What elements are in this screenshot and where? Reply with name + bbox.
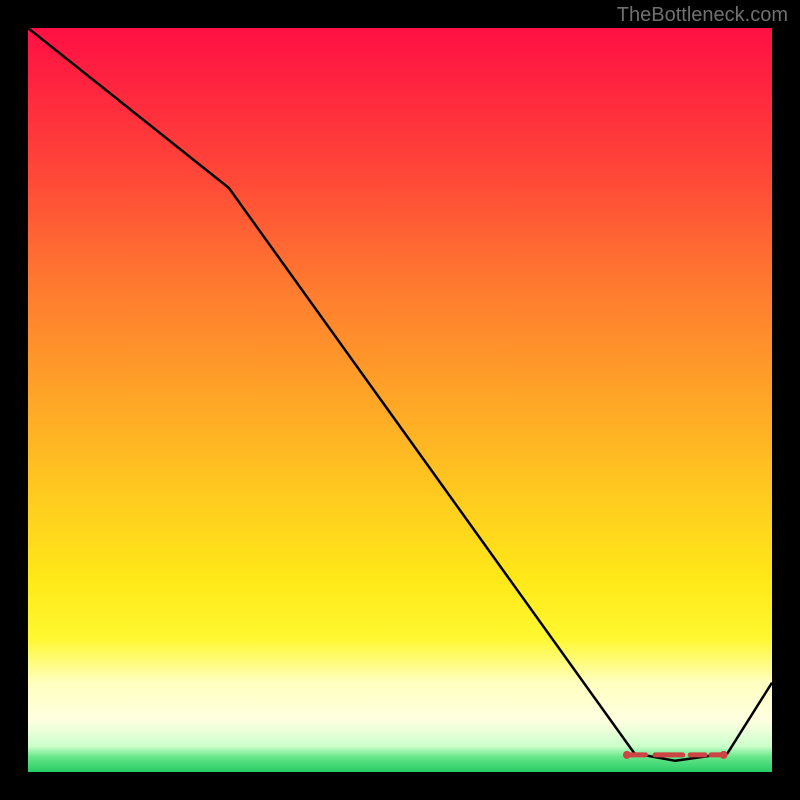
bottleneck-curve bbox=[28, 28, 772, 761]
plot-area bbox=[28, 28, 772, 772]
chart-svg bbox=[28, 28, 772, 772]
optimal-region-markers bbox=[623, 751, 728, 759]
chart-container: TheBottleneck.com bbox=[0, 0, 800, 800]
watermark-label: TheBottleneck.com bbox=[617, 4, 788, 27]
